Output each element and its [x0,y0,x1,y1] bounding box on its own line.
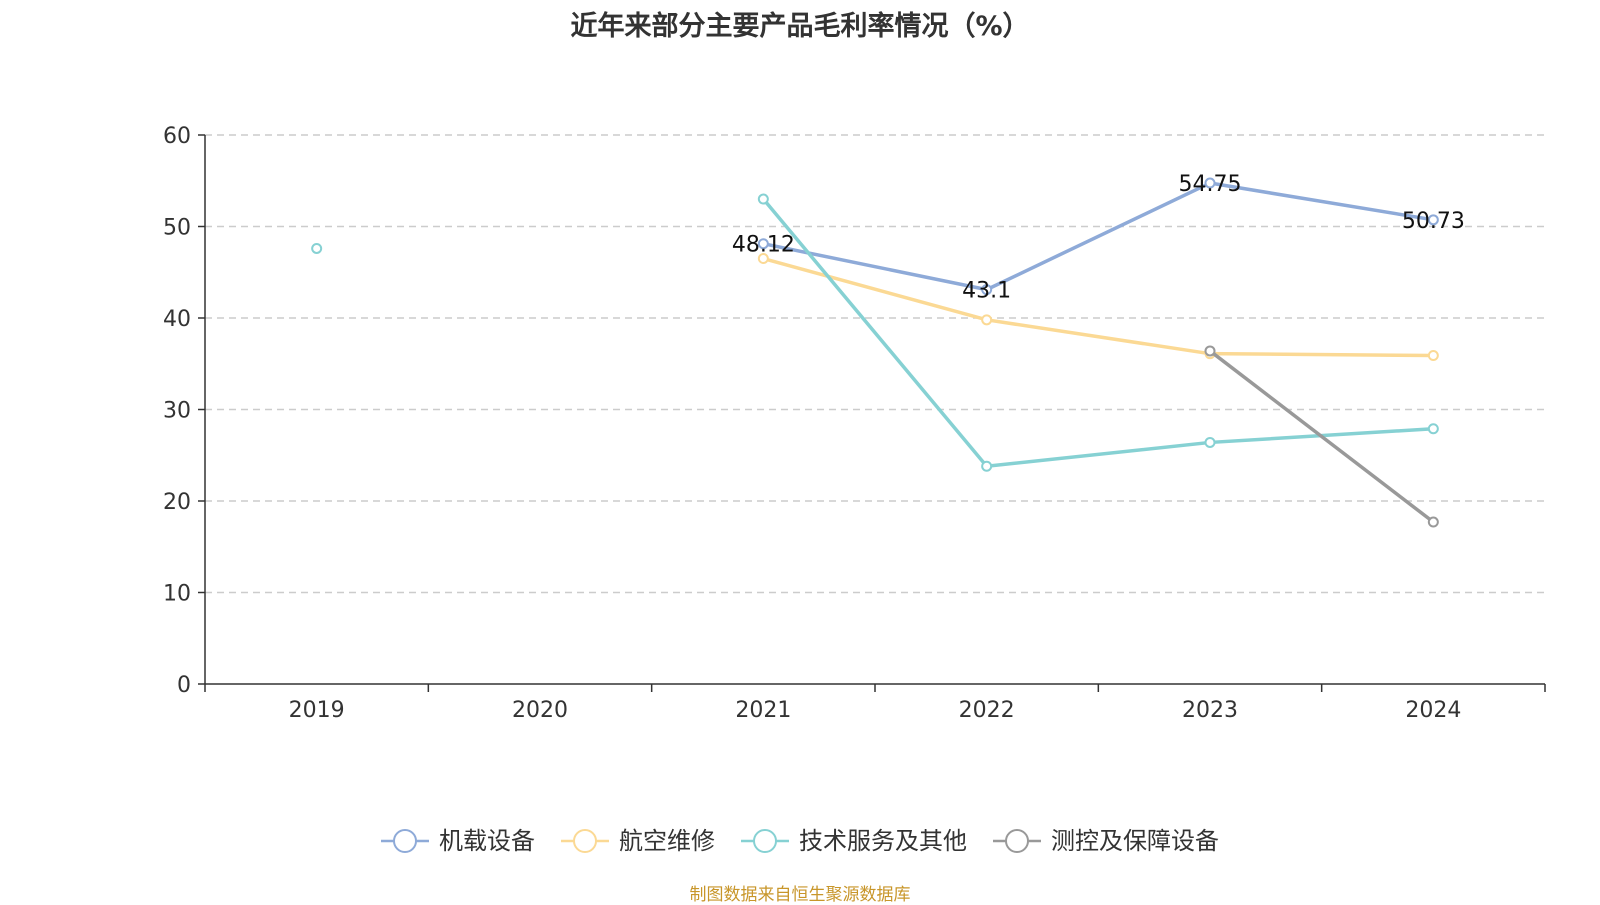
series-line-0 [762,181,1434,292]
y-tick-label: 0 [177,673,191,698]
legend-marker [393,829,417,853]
x-tick-label-2019: 2019 [289,698,345,723]
series-line-1 [762,256,1434,358]
y-tick-label: 20 [163,490,191,515]
x-tick-label-2023: 2023 [1182,698,1238,723]
series-lines [311,177,1439,528]
data-point-1-2021 [757,253,769,265]
legend-item-2[interactable]: 技术服务及其他 [741,827,967,855]
x-tick-label-2021: 2021 [735,698,791,723]
data-point-2-2024 [1427,423,1439,435]
data-point-3-2023 [1204,345,1216,357]
y-tick-label: 30 [163,399,191,424]
y-tick-label: 60 [163,124,191,149]
data-point-1-2024 [1427,350,1439,362]
x-tick-label-2020: 2020 [512,698,568,723]
legend-marker [573,829,597,853]
legend-label: 技术服务及其他 [799,827,967,855]
y-tick-label: 40 [163,307,191,332]
data-point-0-2023 [1204,177,1216,189]
data-label-2022: 43.1 [962,279,1011,304]
data-point-2-2023 [1204,436,1216,448]
legend-label: 测控及保障设备 [1051,827,1219,855]
x-tick-label-2024: 2024 [1405,698,1461,723]
y-tick-label: 10 [163,582,191,607]
data-point-0-2022 [981,284,993,296]
series-line-2 [761,197,1434,468]
axes: 0 10 20 30 40 50 60 2019 2020 2021 2022 2023 2024 [163,124,1546,723]
legend-item-3[interactable]: 测控及保障设备 [993,827,1219,855]
data-point-2-2019 [311,242,323,254]
data-label-2024: 50.73 [1402,209,1465,234]
data-point-2-2021 [757,193,769,205]
data-point-3-2024 [1427,516,1439,528]
chart-title: 近年来部分主要产品毛利率情况（%） [570,11,1030,42]
data-point-1-2022 [981,314,993,326]
data-label-2021: 48.12 [732,233,795,258]
data-point-0-2024 [1427,214,1439,226]
legend-item-1[interactable]: 航空维修 [561,827,715,855]
grid-lines [205,134,1545,594]
legend-label: 航空维修 [619,827,715,855]
data-point-0-2021 [757,238,769,250]
legend[interactable]: 机载设备 航空维修 技术服务及其他 测控及保障设备 [381,827,1219,855]
legend-item-0[interactable]: 机载设备 [381,827,535,855]
data-label-2023: 54.75 [1179,172,1242,197]
data-labels: 48.12 43.1 54.75 50.73 [732,172,1465,304]
legend-label: 机载设备 [439,827,535,855]
data-point-2-2022 [981,460,993,472]
y-tick-label: 50 [163,216,191,241]
legend-marker [753,829,777,853]
series-line-3 [1208,349,1435,524]
legend-marker [1005,829,1029,853]
x-tick-label-2022: 2022 [959,698,1015,723]
data-source-note: 制图数据来自恒生聚源数据库 [689,885,911,905]
